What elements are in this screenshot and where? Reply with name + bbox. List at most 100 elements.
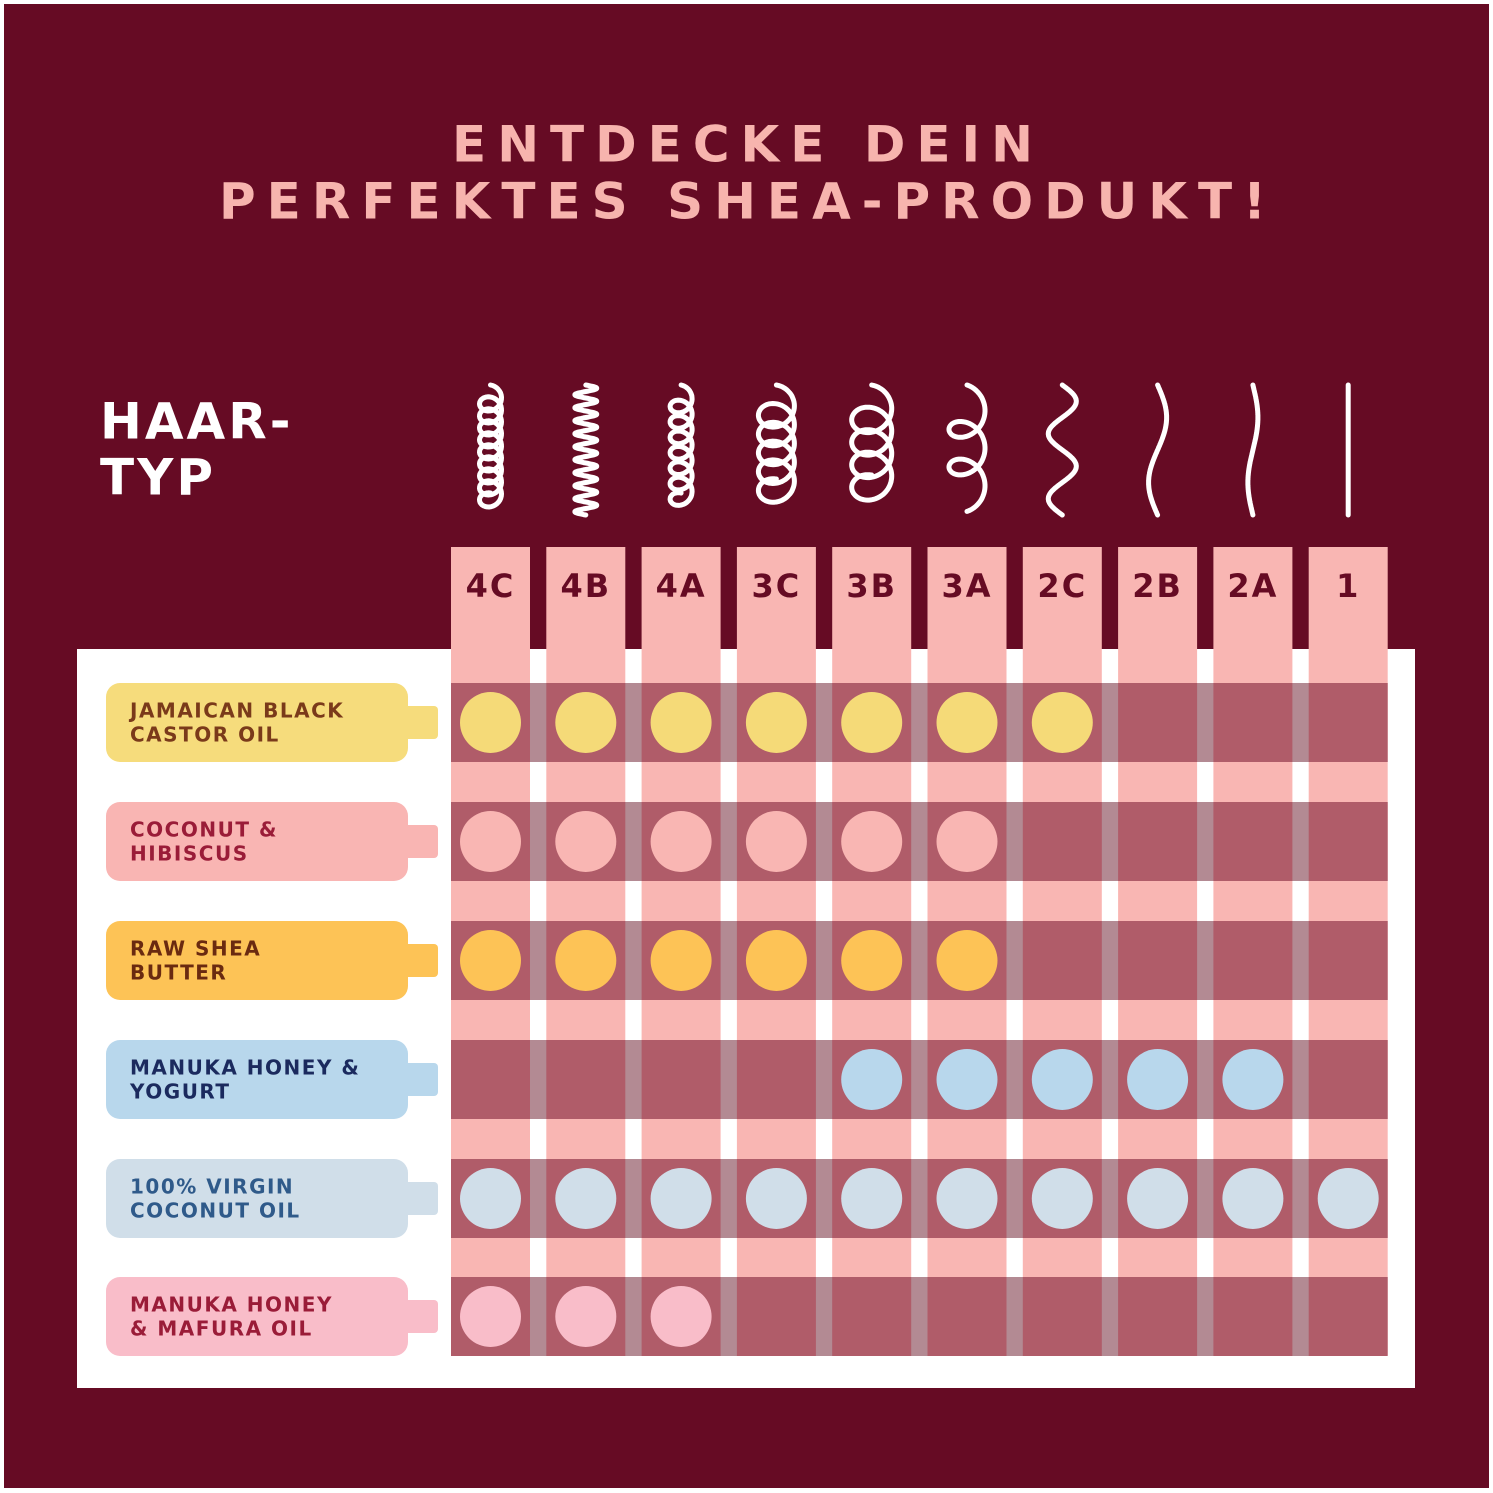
match-dot (1031, 1049, 1093, 1110)
product-name: YOGURT (129, 1080, 231, 1104)
match-dot (745, 930, 807, 991)
curl-icon (755, 382, 797, 505)
curl-icon (572, 382, 600, 518)
title-line: ENTDECKE DEIN (452, 116, 1044, 174)
cell (1308, 921, 1388, 1000)
match-dot (745, 692, 807, 753)
product-name: CASTOR OIL (130, 723, 280, 747)
match-dot (555, 692, 617, 753)
product-label (106, 1040, 408, 1119)
match-dot (936, 692, 998, 753)
curl-icon (1045, 382, 1079, 518)
product-name: COCONUT & (130, 818, 278, 842)
match-dot (1222, 1049, 1284, 1110)
column-label: 3A (941, 567, 992, 605)
product-name: 100% VIRGIN (130, 1175, 294, 1199)
match-dot (1031, 1168, 1093, 1229)
curl-icon (946, 382, 988, 514)
match-dot (936, 930, 998, 991)
product-name: JAMAICAN BLACK (128, 699, 344, 723)
match-dot (841, 692, 903, 753)
match-dot (460, 1168, 521, 1229)
column-label: 4B (560, 567, 611, 605)
curl-icon (849, 382, 895, 503)
cell (736, 1040, 816, 1119)
match-dot (555, 1168, 617, 1229)
cell (1118, 1277, 1198, 1356)
product-label (106, 921, 408, 1000)
column-label: 2C (1037, 567, 1087, 605)
cell (1308, 802, 1388, 881)
product-label (106, 683, 408, 762)
cell (1308, 683, 1388, 762)
title-line: PERFEKTES SHEA-PRODUKT! (219, 173, 1277, 231)
match-dot (460, 692, 521, 753)
cell (832, 1277, 912, 1356)
match-dot (460, 1286, 521, 1347)
curl-icon (667, 382, 695, 508)
cell (927, 1277, 1007, 1356)
curl-icon (1146, 382, 1170, 518)
cell (1022, 802, 1102, 881)
match-dot (745, 811, 807, 872)
match-dot (650, 1286, 712, 1347)
product-name: BUTTER (130, 961, 227, 985)
cell (1022, 1277, 1102, 1356)
column-label: 4C (466, 567, 516, 605)
curl-icon (1245, 382, 1261, 518)
match-dot (650, 692, 712, 753)
product-label (106, 802, 408, 881)
match-dot (841, 811, 903, 872)
match-dot (1031, 692, 1093, 753)
cell (1213, 802, 1293, 881)
product-name: MANUKA HONEY & (130, 1056, 360, 1080)
column-label: 1 (1336, 567, 1360, 605)
match-dot (460, 811, 521, 872)
product-name: MANUKA HONEY (130, 1293, 333, 1317)
column-label: 4A (656, 567, 707, 605)
match-dot (936, 1168, 998, 1229)
cell (1118, 921, 1198, 1000)
cell (736, 1277, 816, 1356)
cell (1022, 921, 1102, 1000)
cell (1213, 921, 1293, 1000)
match-dot (1222, 1168, 1284, 1229)
match-dot (555, 1286, 617, 1347)
curl-icon (477, 382, 504, 510)
product-name: COCONUT OIL (130, 1199, 301, 1223)
match-dot (650, 811, 712, 872)
product-label (106, 1159, 408, 1238)
cell (451, 1040, 530, 1119)
column-label: 2A (1227, 567, 1278, 605)
column-label: 3B (846, 567, 897, 605)
match-dot (745, 1168, 807, 1229)
cell (1308, 1277, 1388, 1356)
cell (546, 1040, 626, 1119)
match-dot (555, 930, 617, 991)
product-name: HIBISCUS (130, 842, 249, 866)
hair-type-label: HAAR- (100, 393, 294, 451)
grid: 4C 4B 4A 3C 3B 3A 2C 2B 2A 1 JAMAICAN BLACKCASTOR … (106, 547, 1388, 1356)
column-label: 2B (1132, 567, 1183, 605)
match-dot (936, 811, 998, 872)
cell (1213, 683, 1293, 762)
cell (1213, 1277, 1293, 1356)
cell (1118, 683, 1198, 762)
match-dot (460, 930, 521, 991)
match-dot (1317, 1168, 1379, 1229)
match-dot (841, 1049, 903, 1110)
product-label (106, 1277, 408, 1356)
match-dot (1127, 1049, 1189, 1110)
match-dot (650, 1168, 712, 1229)
match-dot (841, 930, 903, 991)
match-dot (1127, 1168, 1189, 1229)
match-dot (555, 811, 617, 872)
match-dot (841, 1168, 903, 1229)
cell (1308, 1040, 1388, 1119)
product-name: RAW SHEA (130, 937, 261, 961)
match-dot (650, 930, 712, 991)
column-label: 3C (752, 567, 802, 605)
product-name: & MAFURA OIL (130, 1317, 313, 1341)
